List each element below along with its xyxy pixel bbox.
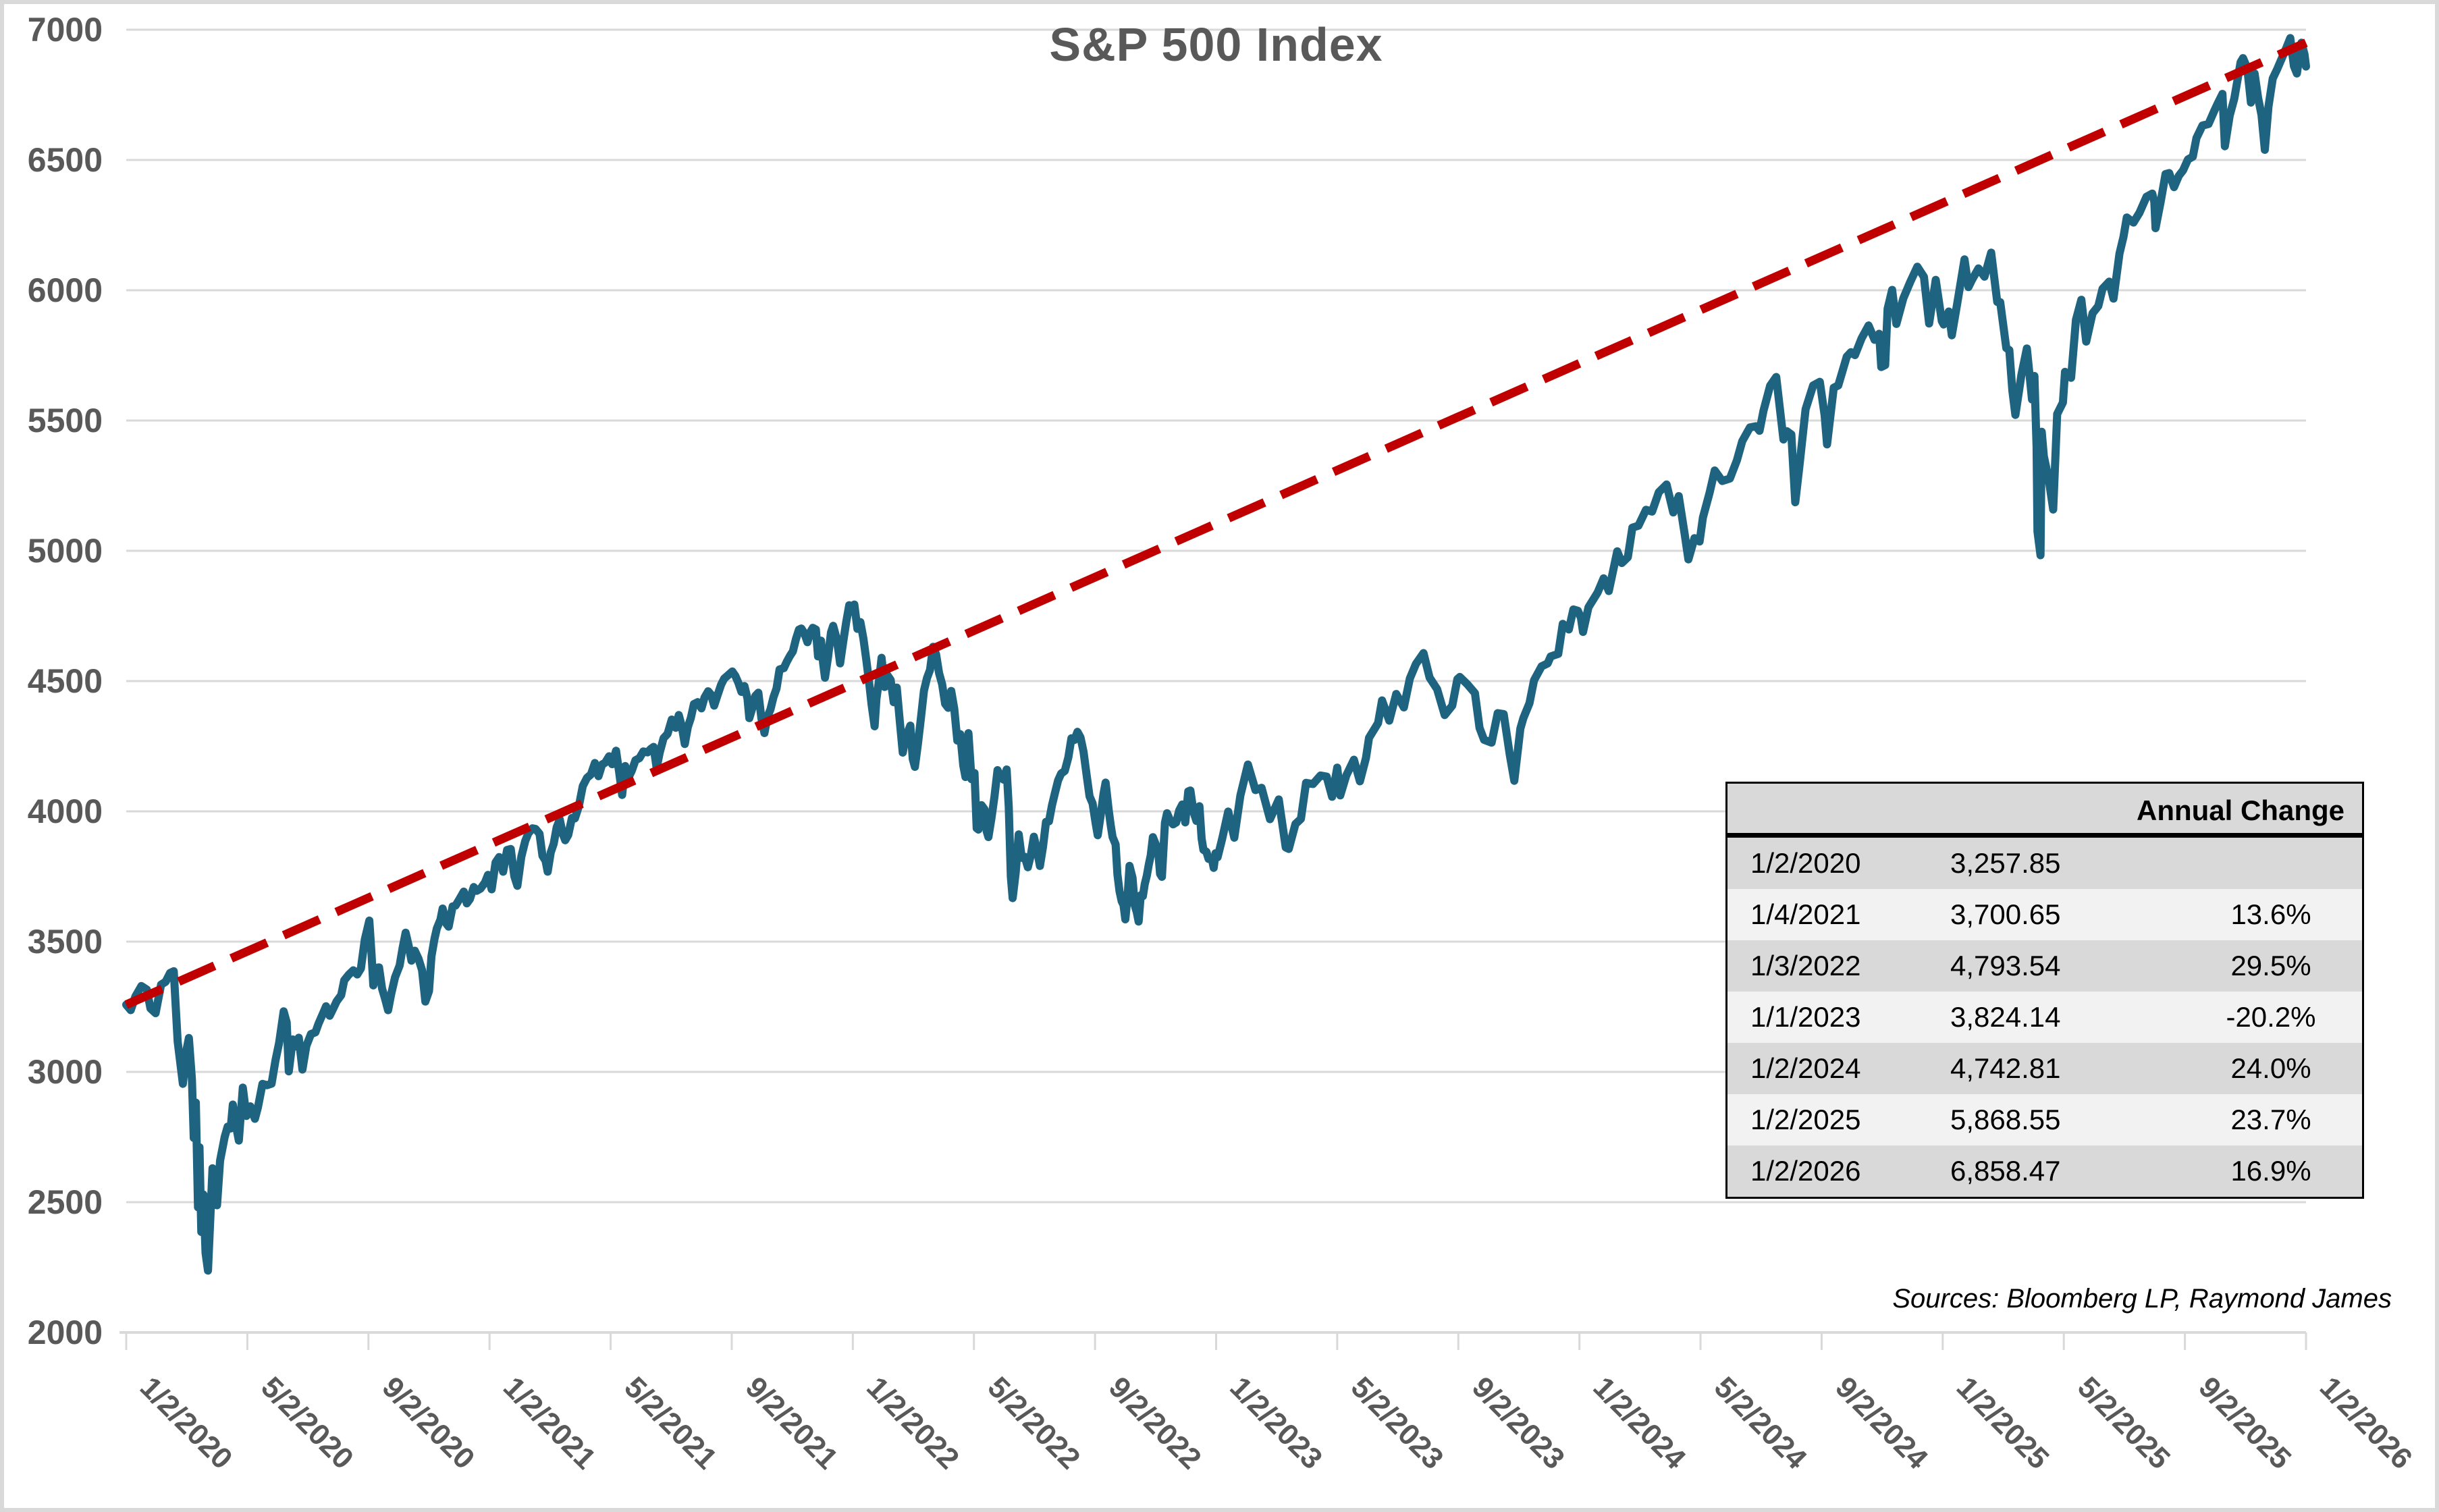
y-axis-tick-label: 4500 <box>28 662 103 700</box>
row-index-value: 3,257.85 <box>1950 847 2061 879</box>
y-axis-tick-label: 4000 <box>28 792 103 830</box>
row-percent-change: 24.0% <box>2230 1052 2311 1084</box>
y-axis-tick-label: 6000 <box>28 271 103 309</box>
annual-change-row: 1/3/2022 4,793.54 29.5% <box>1727 940 2362 992</box>
x-axis-tick-label: 9/2/2023 <box>1466 1370 1571 1476</box>
y-axis-tick-label: 7000 <box>28 11 103 49</box>
annual-change-table-body: 1/2/2020 3,257.85 1/4/2021 3,700.65 13.6% 1/3… <box>1727 838 2362 1197</box>
row-percent-change: 13.6% <box>2230 898 2311 930</box>
x-axis-tick-label: 9/2/2020 <box>376 1370 481 1476</box>
x-axis-tick-label: 1/2/2020 <box>134 1370 239 1476</box>
annual-change-row: 1/2/2026 6,858.47 16.9% <box>1727 1145 2362 1197</box>
x-axis-tick-label: 1/2/2021 <box>497 1370 602 1476</box>
y-axis-tick-label: 6500 <box>28 141 103 179</box>
row-date: 1/1/2023 <box>1750 1001 1861 1033</box>
row-date: 1/4/2021 <box>1750 898 1861 930</box>
x-axis-tick-label: 9/2/2024 <box>1829 1370 1934 1476</box>
y-axis-tick-label: 5500 <box>28 402 103 439</box>
row-index-value: 3,824.14 <box>1950 1001 2061 1033</box>
annual-change-row: 1/2/2025 5,868.55 23.7% <box>1727 1094 2362 1145</box>
annual-change-table-header: Annual Change <box>1727 784 2362 838</box>
x-axis-tick-label: 5/2/2024 <box>1708 1370 1813 1476</box>
x-axis-tick-label: 9/2/2022 <box>1102 1370 1208 1476</box>
x-axis-tick-label: 1/2/2025 <box>1950 1370 2056 1476</box>
row-date: 1/3/2022 <box>1750 950 1861 981</box>
x-axis-tick-label: 5/2/2025 <box>2071 1370 2176 1476</box>
chart-title: S&P 500 Index <box>1049 18 1383 71</box>
axes-layer <box>119 1331 2307 1350</box>
x-axis-tick-label: 5/2/2020 <box>254 1370 360 1476</box>
row-date: 1/2/2025 <box>1750 1104 1861 1135</box>
row-index-value: 4,742.81 <box>1950 1052 2061 1084</box>
row-date: 1/2/2020 <box>1750 847 1861 879</box>
row-percent-change: 29.5% <box>2230 950 2311 981</box>
annual-change-row: 1/2/2024 4,742.81 24.0% <box>1727 1043 2362 1094</box>
series-layer <box>122 34 2310 1275</box>
x-axis-tick-label: 5/2/2021 <box>618 1370 723 1476</box>
y-axis-tick-label: 3000 <box>28 1053 103 1091</box>
row-index-value: 3,700.65 <box>1950 898 2061 930</box>
x-axis-tick-label: 1/2/2026 <box>2313 1370 2419 1476</box>
x-axis-tick-label: 5/2/2022 <box>982 1370 1087 1476</box>
x-axis-tick-label: 9/2/2025 <box>2193 1370 2298 1476</box>
x-axis-tick-label: 1/2/2023 <box>1223 1370 1329 1476</box>
axis-labels-layer: 2000 2500 3000 3500 4000 4500 5000 5500 6000 6500… <box>28 11 2419 1476</box>
annual-change-row: 1/1/2023 3,824.14 -20.2% <box>1727 992 2362 1043</box>
y-axis-tick-label: 2500 <box>28 1183 103 1221</box>
gridlines-layer <box>126 28 2306 1334</box>
row-percent-change: 23.7% <box>2230 1104 2311 1135</box>
x-axis-tick-label: 5/2/2023 <box>1345 1370 1450 1476</box>
x-axis-tick-label: 1/2/2022 <box>860 1370 965 1476</box>
row-date: 1/2/2024 <box>1750 1052 1861 1084</box>
trend-dashed-line <box>124 38 2308 1009</box>
annual-change-row: 1/4/2021 3,700.65 13.6% <box>1727 889 2362 940</box>
sources-note: Sources: Bloomberg LP, Raymond James <box>1892 1284 2392 1314</box>
x-axis-tick-label: 1/2/2024 <box>1587 1370 1692 1476</box>
row-percent-change: 16.9% <box>2230 1155 2311 1187</box>
row-index-value: 4,793.54 <box>1950 950 2061 981</box>
y-axis-tick-label: 3500 <box>28 923 103 961</box>
row-index-value: 5,868.55 <box>1950 1104 2061 1135</box>
row-index-value: 6,858.47 <box>1950 1155 2061 1187</box>
y-axis-tick-label: 5000 <box>28 532 103 570</box>
row-date: 1/2/2026 <box>1750 1155 1861 1187</box>
x-axis-tick-label: 9/2/2021 <box>739 1370 845 1476</box>
y-axis-tick-label: 2000 <box>28 1314 103 1351</box>
row-percent-change: -20.2% <box>2226 1001 2316 1033</box>
annual-change-row: 1/2/2020 3,257.85 <box>1727 838 2362 889</box>
annual-change-table: Annual Change 1/2/2020 3,257.85 1/4/2021 3,… <box>1725 782 2364 1199</box>
sp500-price-line <box>122 34 2310 1275</box>
